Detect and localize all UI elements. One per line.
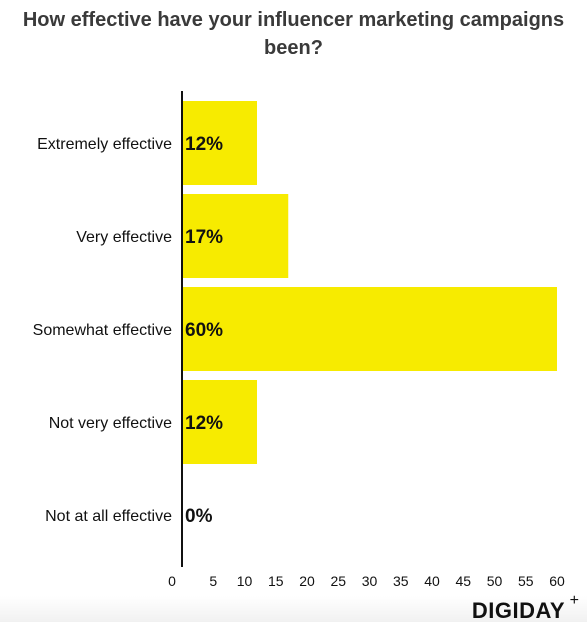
bar-chart: Extremely effective Very effective Somewha… [33, 91, 565, 589]
bars-group [182, 101, 557, 464]
bar-0 [182, 101, 257, 185]
x-tick-label: 35 [393, 573, 409, 589]
x-tick-label: 55 [518, 573, 534, 589]
category-label: Not very effective [49, 415, 172, 432]
category-label: Not at all effective [45, 508, 172, 525]
x-tick-label: 45 [455, 573, 471, 589]
category-label: Extremely effective [37, 136, 172, 153]
footer-bar [0, 596, 587, 622]
x-tick-label: 20 [299, 573, 315, 589]
x-tick-label: 0 [168, 573, 176, 589]
category-label: Somewhat effective [33, 322, 172, 339]
x-tick-label: 50 [487, 573, 503, 589]
x-tick-label: 30 [362, 573, 378, 589]
x-tick-label: 60 [549, 573, 565, 589]
value-labels: 12% 17% 60% 12% 0% [185, 134, 223, 527]
value-label: 17% [185, 227, 223, 248]
value-label: 60% [185, 320, 223, 341]
value-label: 12% [185, 413, 223, 434]
bar-3 [182, 380, 257, 464]
bar-2 [182, 287, 557, 371]
category-label: Very effective [76, 229, 172, 246]
x-tick-label: 15 [268, 573, 284, 589]
plus-icon: + [569, 592, 579, 609]
value-label: 0% [185, 506, 213, 527]
category-labels: Extremely effective Very effective Somewha… [33, 136, 172, 525]
x-tick-label: 40 [424, 573, 440, 589]
x-tick-label: 10 [237, 573, 253, 589]
chart-title: How effective have your influencer marke… [22, 9, 565, 59]
x-tick-labels: 0 5 10 15 20 25 30 35 40 45 50 55 60 [168, 573, 565, 589]
x-tick-label: 5 [209, 573, 217, 589]
digiday-logo: DIGIDAY [471, 598, 565, 623]
value-label: 12% [185, 134, 223, 155]
bar-1 [182, 194, 289, 278]
x-tick-label: 25 [330, 573, 346, 589]
